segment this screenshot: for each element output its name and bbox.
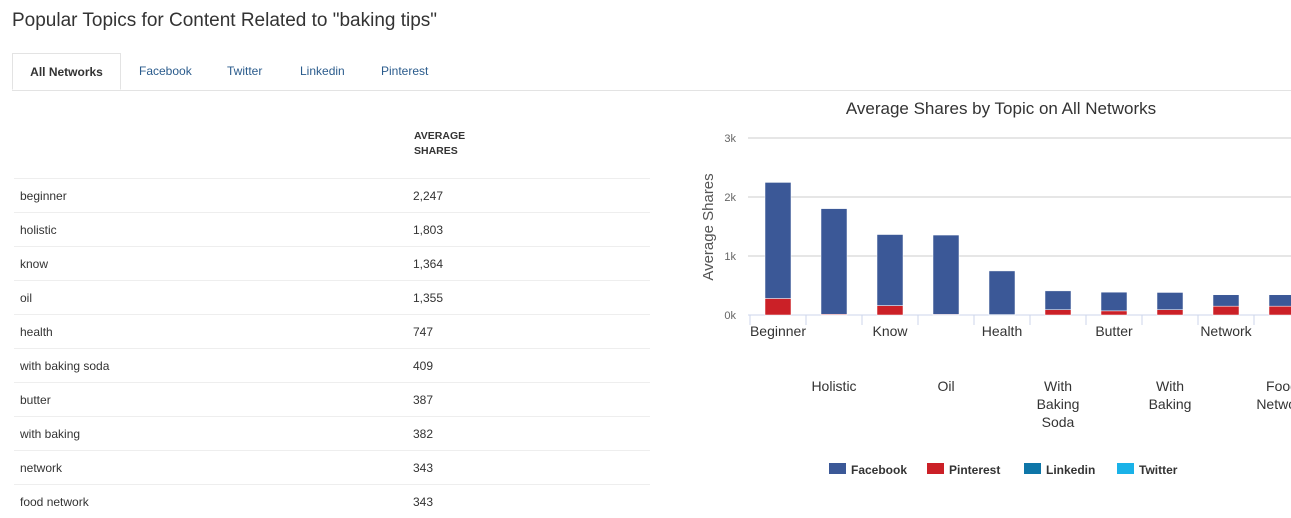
legend-label: Facebook <box>851 463 908 477</box>
shares-cell: 343 <box>413 461 434 475</box>
page-title: Popular Topics for Content Related to "b… <box>12 10 438 31</box>
bar-segment <box>988 270 1016 315</box>
x-tick-label: Health <box>981 323 1023 339</box>
table-row: beginner 2,247 <box>14 178 650 213</box>
table-row: oil 1,355 <box>14 280 650 315</box>
chart-title: Average Shares by Topic on All Networks <box>846 99 1156 118</box>
y-axis-title: Average Shares <box>700 173 717 280</box>
shares-cell: 1,803 <box>413 223 444 237</box>
bar-segment <box>1268 294 1291 307</box>
legend-swatch <box>829 463 846 474</box>
shares-cell: 1,355 <box>413 291 444 305</box>
x-tick-label: Oil <box>937 378 955 394</box>
topic-cell: health <box>20 325 53 339</box>
shares-cell: 409 <box>413 359 434 373</box>
shares-cell: 2,247 <box>413 189 444 203</box>
shares-cell: 387 <box>413 393 434 407</box>
bar-segment <box>764 182 792 299</box>
bar-segment <box>1212 305 1240 316</box>
table-row: food network 343 <box>14 484 650 518</box>
bar-segment <box>1044 290 1072 310</box>
x-tick-label: Beginner <box>749 323 807 339</box>
tab[interactable]: Twitter <box>227 64 263 78</box>
bar-segment <box>820 208 848 315</box>
tab[interactable]: Linkedin <box>300 64 345 78</box>
tab[interactable]: All Networks <box>12 53 121 90</box>
topic-cell: food network <box>20 495 89 509</box>
table-row: with baking 382 <box>14 416 650 451</box>
legend-label: Twitter <box>1139 463 1178 477</box>
topic-cell: with baking <box>20 427 81 441</box>
tab[interactable]: Pinterest <box>381 64 429 78</box>
legend-item[interactable]: Twitter <box>1117 462 1177 477</box>
y-tick-label: 0k <box>724 310 736 322</box>
shares-cell: 382 <box>413 427 434 441</box>
topic-cell: network <box>20 461 63 475</box>
y-tick-label: 1k <box>724 251 736 263</box>
bar-segment <box>1268 305 1291 316</box>
tab-bar <box>12 90 1291 91</box>
shares-cell: 343 <box>413 495 434 509</box>
topic-cell: oil <box>20 291 33 305</box>
x-tick-label: Holistic <box>811 378 857 394</box>
table-row: know 1,364 <box>14 246 650 281</box>
bar-segment <box>764 298 792 316</box>
bar-segment <box>1212 294 1240 307</box>
legend-label: Linkedin <box>1046 463 1096 477</box>
legend-swatch <box>1117 463 1134 474</box>
table-row: holistic 1,803 <box>14 212 650 247</box>
legend-item[interactable]: Linkedin <box>1024 462 1095 477</box>
bar-segment <box>1100 310 1128 316</box>
shares-cell: 1,364 <box>413 257 444 271</box>
y-tick-label: 3k <box>724 133 736 145</box>
tab[interactable]: Facebook <box>139 64 192 78</box>
bar-segment <box>1100 291 1128 312</box>
bar-segment <box>1156 309 1184 316</box>
x-tick-label: With Baking <box>1148 378 1192 412</box>
topic-cell: beginner <box>20 189 67 203</box>
bar-segment <box>1044 309 1072 316</box>
bar-segment <box>1156 292 1184 310</box>
y-tick-label: 2k <box>724 192 736 204</box>
legend-swatch <box>927 463 944 474</box>
bar-segment <box>876 305 904 316</box>
legend-swatch <box>1024 463 1041 474</box>
topic-cell: butter <box>20 393 51 407</box>
table-row: with baking soda 409 <box>14 348 650 383</box>
x-tick-label: Know <box>872 323 908 339</box>
legend-label: Pinterest <box>949 463 1001 477</box>
legend-item[interactable]: Pinterest <box>927 462 1000 477</box>
topic-cell: holistic <box>20 223 57 237</box>
bar-segment <box>876 234 904 306</box>
topic-cell: know <box>20 257 49 271</box>
x-tick-label: Network <box>1200 323 1252 339</box>
x-tick-label: Butter <box>1095 323 1133 339</box>
bar-segment <box>932 234 960 315</box>
table-row: butter 387 <box>14 382 650 417</box>
column-header: AVERAGE SHARES <box>414 130 466 157</box>
table-row: health 747 <box>14 314 650 349</box>
shares-cell: 747 <box>413 325 434 339</box>
legend-item[interactable]: Facebook <box>829 462 907 477</box>
topic-cell: with baking soda <box>20 359 110 373</box>
table-row: network 343 <box>14 450 650 485</box>
x-tick-label: With Baking Soda <box>1036 378 1080 430</box>
x-tick-label: Food Network <box>1256 378 1291 412</box>
